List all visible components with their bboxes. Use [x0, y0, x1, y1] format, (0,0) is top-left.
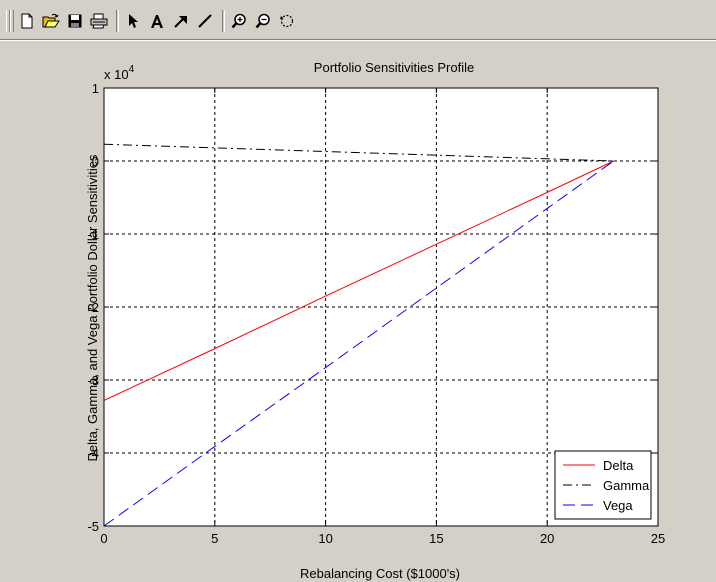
print-icon: [90, 13, 108, 29]
y-tick-label: -1: [87, 227, 99, 242]
y-tick-label: -5: [87, 519, 99, 534]
open-file-button[interactable]: [40, 10, 62, 32]
toolbar-separator: [222, 10, 225, 32]
select-tool-button[interactable]: [122, 10, 144, 32]
legend: Delta Gamma Vega: [554, 450, 652, 520]
x-tick-label: 5: [211, 531, 218, 546]
series-line-vega: [103, 160, 614, 527]
insert-arrow-button[interactable]: [170, 10, 192, 32]
new-file-button[interactable]: [16, 10, 38, 32]
print-button[interactable]: [88, 10, 110, 32]
insert-text-button[interactable]: [146, 10, 168, 32]
y-tick-label: -3: [87, 373, 99, 388]
x-tick-label: 25: [651, 531, 665, 546]
zoom-in-button[interactable]: [228, 10, 250, 32]
y-tick-label: 1: [92, 81, 99, 96]
insert-line-button[interactable]: [194, 10, 216, 32]
x-axis-label: Rebalancing Cost ($1000's): [300, 566, 460, 581]
open-folder-icon: [42, 13, 60, 28]
toolbar-separator: [116, 10, 119, 32]
y-tick-label: -2: [87, 300, 99, 315]
rotate-icon: [280, 14, 294, 28]
y-axis-label: Delta, Gamma, and Vega Portfolio Dollar …: [85, 154, 100, 462]
zoom-out-icon: [255, 13, 270, 29]
legend-label-delta: Delta: [603, 458, 634, 473]
legend-label-gamma: Gamma: [603, 478, 650, 493]
legend-label-vega: Vega: [603, 498, 633, 513]
series-line-delta: [103, 160, 614, 401]
rotate-button[interactable]: [276, 10, 298, 32]
save-button[interactable]: [64, 10, 86, 32]
chart-figure: Portfolio Sensitivities Profile x 104 Re…: [85, 60, 665, 581]
toolbar-grip[interactable]: [10, 10, 14, 32]
figure-toolbar: [0, 0, 716, 41]
x-tick-label: 15: [429, 531, 443, 546]
arrow-insert-icon: [174, 16, 187, 28]
toolbar-grip[interactable]: [6, 10, 10, 32]
chart-title: Portfolio Sensitivities Profile: [314, 60, 474, 75]
x-tick-label: 20: [540, 531, 554, 546]
y-exponent-power: 4: [129, 64, 135, 75]
zoom-in-icon: [231, 13, 246, 29]
y-tick-label: 0: [92, 154, 99, 169]
y-tick-label: -4: [87, 446, 99, 461]
x-tick-label: 0: [100, 531, 107, 546]
save-disk-icon: [68, 14, 82, 28]
y-exponent-base: x 10: [104, 67, 129, 82]
new-file-icon: [21, 13, 33, 29]
x-tick-label: 10: [318, 531, 332, 546]
line-insert-icon: [198, 14, 212, 28]
arrow-select-icon: [129, 14, 138, 28]
y-axis-exponent-label: x 104: [104, 64, 135, 82]
text-insert-icon: [151, 15, 163, 28]
zoom-out-button[interactable]: [252, 10, 274, 32]
